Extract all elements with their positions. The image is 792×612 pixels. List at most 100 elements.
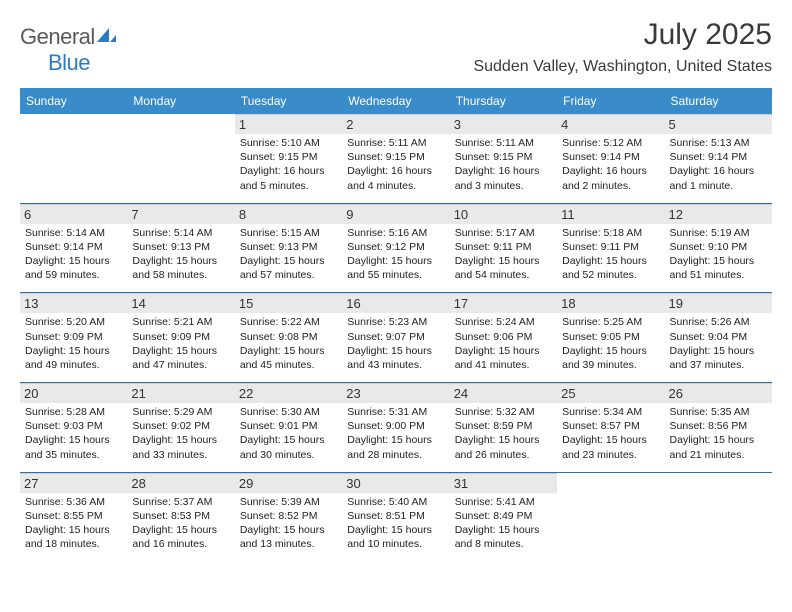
- day-number: 23: [342, 383, 449, 403]
- calendar-day-cell: 17Sunrise: 5:24 AMSunset: 9:06 PMDayligh…: [450, 293, 557, 383]
- day-details: Sunrise: 5:25 AMSunset: 9:05 PMDaylight:…: [561, 315, 660, 372]
- day-details: Sunrise: 5:11 AMSunset: 9:15 PMDaylight:…: [454, 136, 553, 193]
- weekday-header: Saturday: [665, 88, 772, 114]
- daylight-line: Daylight: 15 hours and 28 minutes.: [347, 433, 444, 461]
- sunset-line: Sunset: 9:03 PM: [25, 419, 122, 433]
- sunrise-line: Sunrise: 5:19 AM: [670, 226, 767, 240]
- sunrise-line: Sunrise: 5:13 AM: [670, 136, 767, 150]
- sunset-line: Sunset: 8:49 PM: [455, 509, 552, 523]
- daylight-line: Daylight: 15 hours and 37 minutes.: [670, 344, 767, 372]
- sunset-line: Sunset: 9:09 PM: [132, 330, 229, 344]
- calendar-week-row: 13Sunrise: 5:20 AMSunset: 9:09 PMDayligh…: [20, 293, 772, 383]
- day-number: 12: [665, 204, 772, 224]
- calendar-day-cell: 13Sunrise: 5:20 AMSunset: 9:09 PMDayligh…: [20, 293, 127, 383]
- sunset-line: Sunset: 9:15 PM: [240, 150, 337, 164]
- calendar-day-cell: 28Sunrise: 5:37 AMSunset: 8:53 PMDayligh…: [127, 472, 234, 561]
- day-number: 14: [127, 293, 234, 313]
- day-details: Sunrise: 5:32 AMSunset: 8:59 PMDaylight:…: [454, 405, 553, 462]
- page-title: July 2025: [473, 18, 772, 52]
- calendar-day-cell: 19Sunrise: 5:26 AMSunset: 9:04 PMDayligh…: [665, 293, 772, 383]
- sunrise-line: Sunrise: 5:25 AM: [562, 315, 659, 329]
- day-details: Sunrise: 5:35 AMSunset: 8:56 PMDaylight:…: [669, 405, 768, 462]
- daylight-line: Daylight: 16 hours and 2 minutes.: [562, 164, 659, 192]
- calendar-day-cell: 16Sunrise: 5:23 AMSunset: 9:07 PMDayligh…: [342, 293, 449, 383]
- daylight-line: Daylight: 16 hours and 3 minutes.: [455, 164, 552, 192]
- sunrise-line: Sunrise: 5:34 AM: [562, 405, 659, 419]
- sunset-line: Sunset: 9:14 PM: [25, 240, 122, 254]
- day-details: Sunrise: 5:39 AMSunset: 8:52 PMDaylight:…: [239, 495, 338, 552]
- sunset-line: Sunset: 8:56 PM: [670, 419, 767, 433]
- daylight-line: Daylight: 15 hours and 10 minutes.: [347, 523, 444, 551]
- calendar-day-cell: 20Sunrise: 5:28 AMSunset: 9:03 PMDayligh…: [20, 383, 127, 473]
- sunset-line: Sunset: 9:06 PM: [455, 330, 552, 344]
- sunset-line: Sunset: 8:57 PM: [562, 419, 659, 433]
- day-details: Sunrise: 5:14 AMSunset: 9:14 PMDaylight:…: [24, 226, 123, 283]
- weekday-header: Sunday: [20, 88, 127, 114]
- daylight-line: Daylight: 15 hours and 52 minutes.: [562, 254, 659, 282]
- sunrise-line: Sunrise: 5:14 AM: [132, 226, 229, 240]
- day-number: 25: [557, 383, 664, 403]
- calendar-day-cell: 7Sunrise: 5:14 AMSunset: 9:13 PMDaylight…: [127, 203, 234, 293]
- day-number: 31: [450, 473, 557, 493]
- sunset-line: Sunset: 9:00 PM: [347, 419, 444, 433]
- calendar-week-row: 1Sunrise: 5:10 AMSunset: 9:15 PMDaylight…: [20, 114, 772, 203]
- sunset-line: Sunset: 8:51 PM: [347, 509, 444, 523]
- calendar-empty-cell: [127, 114, 234, 203]
- weekday-header: Wednesday: [342, 88, 449, 114]
- day-details: Sunrise: 5:24 AMSunset: 9:06 PMDaylight:…: [454, 315, 553, 372]
- sunset-line: Sunset: 9:08 PM: [240, 330, 337, 344]
- logo-text-1: General: [20, 24, 95, 49]
- logo-text-2: Blue: [20, 50, 90, 75]
- sunrise-line: Sunrise: 5:35 AM: [670, 405, 767, 419]
- calendar-week-row: 6Sunrise: 5:14 AMSunset: 9:14 PMDaylight…: [20, 203, 772, 293]
- sunset-line: Sunset: 9:11 PM: [562, 240, 659, 254]
- sunset-line: Sunset: 9:13 PM: [240, 240, 337, 254]
- day-details: Sunrise: 5:28 AMSunset: 9:03 PMDaylight:…: [24, 405, 123, 462]
- calendar-day-cell: 25Sunrise: 5:34 AMSunset: 8:57 PMDayligh…: [557, 383, 664, 473]
- day-details: Sunrise: 5:36 AMSunset: 8:55 PMDaylight:…: [24, 495, 123, 552]
- day-details: Sunrise: 5:21 AMSunset: 9:09 PMDaylight:…: [131, 315, 230, 372]
- daylight-line: Daylight: 15 hours and 47 minutes.: [132, 344, 229, 372]
- day-details: Sunrise: 5:10 AMSunset: 9:15 PMDaylight:…: [239, 136, 338, 193]
- daylight-line: Daylight: 15 hours and 21 minutes.: [670, 433, 767, 461]
- day-number: 13: [20, 293, 127, 313]
- sunset-line: Sunset: 9:12 PM: [347, 240, 444, 254]
- calendar-day-cell: 8Sunrise: 5:15 AMSunset: 9:13 PMDaylight…: [235, 203, 342, 293]
- day-number: 20: [20, 383, 127, 403]
- header: General Blue July 2025 Sudden Valley, Wa…: [20, 18, 772, 76]
- day-number: 10: [450, 204, 557, 224]
- sunset-line: Sunset: 9:14 PM: [670, 150, 767, 164]
- sunrise-line: Sunrise: 5:10 AM: [240, 136, 337, 150]
- sunrise-line: Sunrise: 5:41 AM: [455, 495, 552, 509]
- weekday-header: Tuesday: [235, 88, 342, 114]
- day-details: Sunrise: 5:37 AMSunset: 8:53 PMDaylight:…: [131, 495, 230, 552]
- calendar-day-cell: 6Sunrise: 5:14 AMSunset: 9:14 PMDaylight…: [20, 203, 127, 293]
- day-number: 3: [450, 114, 557, 134]
- day-details: Sunrise: 5:17 AMSunset: 9:11 PMDaylight:…: [454, 226, 553, 283]
- sunset-line: Sunset: 8:52 PM: [240, 509, 337, 523]
- calendar-day-cell: 23Sunrise: 5:31 AMSunset: 9:00 PMDayligh…: [342, 383, 449, 473]
- daylight-line: Daylight: 16 hours and 4 minutes.: [347, 164, 444, 192]
- sunset-line: Sunset: 9:15 PM: [347, 150, 444, 164]
- day-number: 24: [450, 383, 557, 403]
- daylight-line: Daylight: 15 hours and 41 minutes.: [455, 344, 552, 372]
- day-details: Sunrise: 5:22 AMSunset: 9:08 PMDaylight:…: [239, 315, 338, 372]
- weekday-header: Friday: [557, 88, 664, 114]
- sunset-line: Sunset: 9:13 PM: [132, 240, 229, 254]
- sunrise-line: Sunrise: 5:16 AM: [347, 226, 444, 240]
- day-number: 1: [235, 114, 342, 134]
- sunrise-line: Sunrise: 5:15 AM: [240, 226, 337, 240]
- day-details: Sunrise: 5:14 AMSunset: 9:13 PMDaylight:…: [131, 226, 230, 283]
- daylight-line: Daylight: 15 hours and 30 minutes.: [240, 433, 337, 461]
- daylight-line: Daylight: 15 hours and 35 minutes.: [25, 433, 122, 461]
- calendar-day-cell: 31Sunrise: 5:41 AMSunset: 8:49 PMDayligh…: [450, 472, 557, 561]
- calendar-day-cell: 30Sunrise: 5:40 AMSunset: 8:51 PMDayligh…: [342, 472, 449, 561]
- sunrise-line: Sunrise: 5:40 AM: [347, 495, 444, 509]
- day-number: 28: [127, 473, 234, 493]
- header-right: July 2025 Sudden Valley, Washington, Uni…: [473, 18, 772, 76]
- calendar-week-row: 27Sunrise: 5:36 AMSunset: 8:55 PMDayligh…: [20, 472, 772, 561]
- daylight-line: Daylight: 16 hours and 5 minutes.: [240, 164, 337, 192]
- daylight-line: Daylight: 15 hours and 26 minutes.: [455, 433, 552, 461]
- calendar-day-cell: 26Sunrise: 5:35 AMSunset: 8:56 PMDayligh…: [665, 383, 772, 473]
- sunrise-line: Sunrise: 5:14 AM: [25, 226, 122, 240]
